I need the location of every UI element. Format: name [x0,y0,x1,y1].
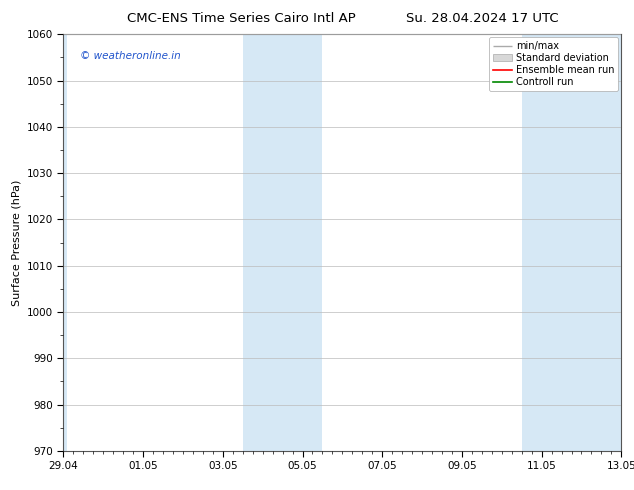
Y-axis label: Surface Pressure (hPa): Surface Pressure (hPa) [11,179,21,306]
Bar [60,34,67,451]
Legend: min/max, Standard deviation, Ensemble mean run, Controll run: min/max, Standard deviation, Ensemble me… [489,37,618,91]
Text: Su. 28.04.2024 17 UTC: Su. 28.04.2024 17 UTC [406,12,558,25]
Text: CMC-ENS Time Series Cairo Intl AP: CMC-ENS Time Series Cairo Intl AP [127,12,355,25]
Text: © weatheronline.in: © weatheronline.in [80,51,181,61]
Bar [243,34,323,451]
Bar [522,34,625,451]
